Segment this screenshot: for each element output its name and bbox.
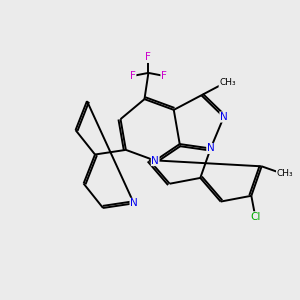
Text: F: F [146, 52, 151, 62]
Text: F: F [161, 71, 167, 81]
Text: F: F [130, 71, 136, 81]
Text: N: N [130, 198, 138, 208]
Text: N: N [207, 143, 214, 154]
Text: CH₃: CH₃ [219, 78, 236, 87]
Text: N: N [220, 112, 228, 122]
Text: CH₃: CH₃ [277, 169, 293, 178]
Text: Cl: Cl [250, 212, 260, 222]
Text: N: N [151, 156, 159, 166]
